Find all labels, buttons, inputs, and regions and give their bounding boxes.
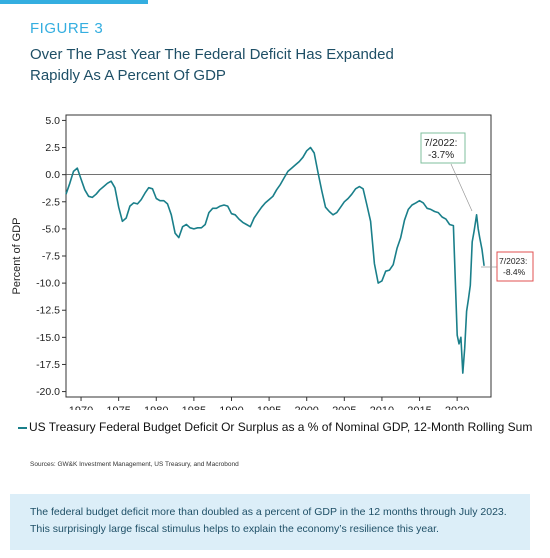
x-tick-label: 2000 — [294, 405, 318, 410]
callout-2022-label: 7/2022: — [424, 138, 457, 149]
callout-2023-value: -8.4% — [503, 267, 526, 277]
callout-2023-box — [496, 251, 534, 282]
x-tick-label: 1970 — [69, 405, 93, 410]
top-accent-bar — [0, 0, 148, 4]
legend-swatch — [18, 426, 27, 429]
chart-legend: US Treasury Federal Budget Deficit Or Su… — [18, 420, 532, 434]
callout-2022-box — [420, 132, 466, 164]
y-tick-label: -7.5 — [42, 251, 60, 263]
callout-2022-leader — [450, 163, 473, 212]
y-tick-label: -15.0 — [36, 332, 60, 344]
x-tick-label: 1990 — [219, 405, 243, 410]
y-tick-label: -20.0 — [36, 386, 60, 398]
footer-callout: The federal budget deficit more than dou… — [10, 494, 530, 550]
deficit-line-chart: 5.0 2.5 0.0 -2.5 -5.0 -7.5 -10.0 -12.5 -15.0 -17.… — [11, 114, 534, 410]
y-tick-label: 2.5 — [45, 142, 60, 154]
callout-2023-label: 7/2023: — [499, 256, 527, 266]
deficit-series-line — [65, 146, 485, 374]
footer-text: The federal budget deficit more than dou… — [30, 506, 507, 535]
y-tick-label: -10.0 — [36, 278, 60, 290]
x-tick-label: 1995 — [257, 405, 281, 410]
figure-label: FIGURE 3 — [30, 20, 104, 37]
y-tick-label: -2.5 — [42, 196, 60, 208]
callout-2022-value: -3.7% — [428, 150, 454, 161]
x-tick-label: 2005 — [332, 405, 356, 410]
figure-title: Over The Past Year The Federal Deficit H… — [30, 46, 394, 84]
y-axis: 5.0 2.5 0.0 -2.5 -5.0 -7.5 -10.0 -12.5 -15.0 -17.… — [36, 115, 66, 398]
x-tick-label: 1975 — [106, 405, 130, 410]
x-axis: 1970 1975 1980 1985 1990 1995 2000 2005 2010 2015… — [69, 397, 469, 410]
y-tick-label: -12.5 — [36, 305, 60, 317]
y-axis-label: Percent of GDP — [11, 217, 23, 294]
y-tick-label: 5.0 — [45, 115, 60, 127]
y-tick-label: -5.0 — [42, 223, 60, 235]
sources-note: Sources: GW&K Investment Management, US … — [30, 461, 239, 468]
x-tick-label: 2020 — [445, 405, 469, 410]
x-tick-label: 1980 — [144, 405, 168, 410]
x-tick-label: 2015 — [407, 405, 431, 410]
x-tick-label: 1985 — [182, 405, 206, 410]
y-tick-label: 0.0 — [45, 169, 60, 181]
x-tick-label: 2010 — [370, 405, 394, 410]
y-tick-label: -17.5 — [36, 359, 60, 371]
legend-label: US Treasury Federal Budget Deficit Or Su… — [29, 420, 533, 434]
